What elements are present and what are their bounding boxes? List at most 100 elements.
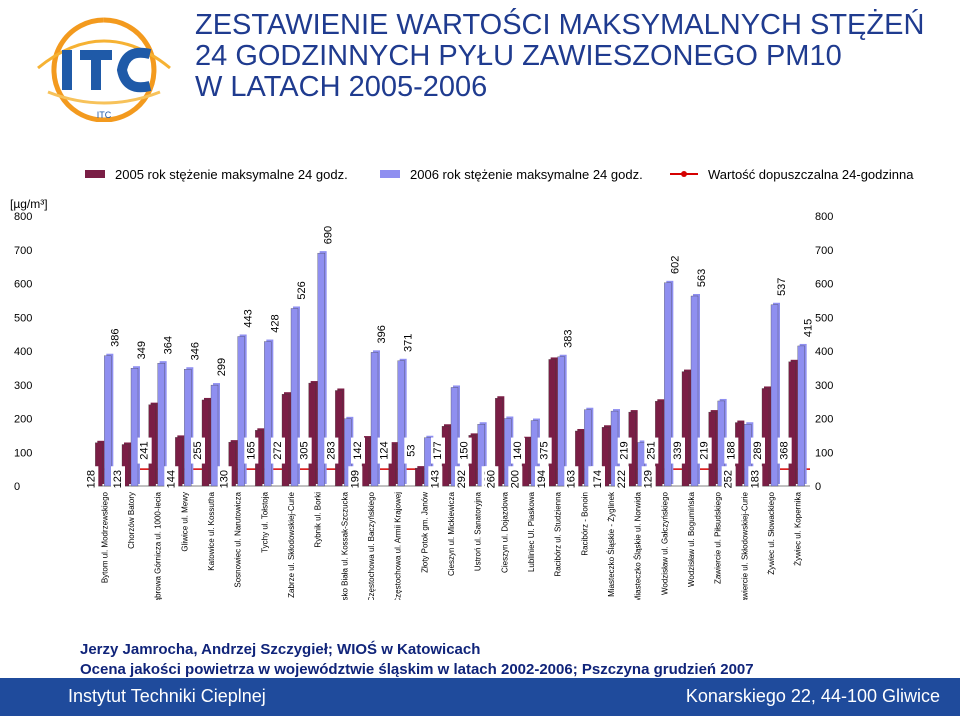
- data-label-2006-bg: [641, 466, 656, 493]
- data-label-2005: 53: [405, 444, 417, 456]
- category-label: Złoty Potok gm. Janów: [420, 492, 429, 573]
- page-title: ZESTAWIENIE WARTOŚCI MAKSYMALNYCH STĘŻEŃ…: [195, 10, 924, 103]
- y-tick-label-right: 500: [815, 312, 833, 324]
- data-label-2006: 143: [429, 470, 441, 488]
- data-label-2005-group: 140: [511, 437, 525, 464]
- data-label-2006-group: 349: [135, 337, 149, 364]
- category-label: Częstochowa ul. Baczyńskiego: [367, 491, 376, 600]
- bar-2005: [681, 371, 690, 487]
- data-label-2005: 219: [699, 441, 711, 459]
- bar-2005: [95, 442, 103, 487]
- data-label-2005-group: 163: [564, 466, 579, 493]
- data-label-2006: 194: [536, 470, 548, 488]
- y-tick-label-right: 100: [815, 447, 833, 459]
- category-label: Sosnowiec ul. Narutowicza: [234, 491, 243, 587]
- data-label-2006-group: 383: [561, 325, 576, 352]
- data-label-2005: 128: [85, 470, 97, 488]
- data-label-2005: 123: [112, 470, 124, 488]
- bar-2005: [388, 443, 396, 487]
- data-label-2006-bg: [375, 321, 389, 348]
- data-label-2006-bg: [721, 466, 736, 493]
- bar-2006: [237, 336, 245, 487]
- data-label-2005-bg: [484, 466, 499, 493]
- bar-2006: [317, 252, 325, 487]
- y-tick-label-left: 600: [14, 279, 32, 291]
- data-label-2005-bg: [217, 466, 232, 493]
- data-label-2006: 563: [696, 269, 708, 287]
- data-label-2006-bg: [321, 222, 336, 249]
- data-label-2006: 183: [749, 470, 761, 488]
- data-label-2006-group: 371: [401, 329, 416, 356]
- bar-2005: [495, 398, 503, 487]
- data-label-2006-bg: [428, 466, 443, 493]
- data-label-2006-group: 143: [428, 466, 443, 493]
- data-label-2006: 371: [403, 334, 415, 352]
- data-label-2006: 602: [669, 256, 681, 274]
- bar-2006: [104, 355, 112, 487]
- legend-line-limit: [670, 171, 698, 177]
- category-label: Zawiercie ul. Skłodowskiej-Curie: [740, 491, 749, 600]
- data-label-2006: 252: [723, 470, 735, 488]
- bar-2005: [601, 427, 610, 487]
- bar-2006: [637, 442, 645, 487]
- data-label-2006-group: 690: [321, 222, 336, 249]
- data-label-2006: 129: [643, 470, 655, 488]
- y-tick-label-right: 400: [815, 346, 833, 358]
- data-label-2005: 165: [245, 441, 257, 459]
- category-label: Cieszyn ul. Dojazdowa: [500, 491, 509, 572]
- data-label-2005-bg: [777, 437, 792, 464]
- data-label-2006-bg: [348, 466, 363, 493]
- data-label-2006-group: 428: [268, 310, 283, 337]
- data-label-2005-bg: [617, 437, 632, 464]
- data-label-2005-group: 128: [84, 466, 99, 493]
- data-label-2006-group: 252: [721, 466, 736, 493]
- bar-2006: [157, 362, 165, 487]
- y-tick-label-right: 700: [815, 245, 833, 257]
- data-label-2006-group: 129: [641, 466, 656, 493]
- data-label-2005-bg: [537, 437, 552, 464]
- legend-item-limit: Wartość dopuszczalna 24-godzinna: [670, 164, 913, 184]
- data-label-2006-bg: [695, 264, 709, 291]
- data-label-2005-group: 272: [271, 437, 285, 464]
- data-label-2005-bg: [164, 466, 179, 493]
- data-label-2006-group: 415: [801, 314, 816, 341]
- data-label-2005-group: 339: [671, 437, 685, 464]
- bar-2005: [548, 359, 556, 487]
- category-label: Rybnik ul. Borki: [314, 492, 323, 548]
- data-label-2005-group: 305: [297, 437, 312, 464]
- data-label-2006: 200: [509, 470, 521, 488]
- category-label: Gliwice ul. Mewy: [180, 492, 189, 552]
- footer-bar: Instytut Techniki Cieplnej Konarskiego 2…: [0, 678, 960, 716]
- data-label-2006: 199: [349, 470, 361, 488]
- data-label-2005: 283: [325, 441, 337, 459]
- data-label-2005: 305: [299, 441, 311, 459]
- category-label: Racibórz - Bonoin: [580, 492, 589, 556]
- data-label-2005: 339: [672, 441, 684, 459]
- data-label-2006-group: 199: [348, 466, 363, 493]
- data-label-2006: 222: [616, 470, 628, 488]
- bar-2006: [797, 345, 805, 487]
- data-label-2005-bg: [137, 437, 152, 464]
- category-label: Zawiercie ul. Piłsudskiego: [714, 491, 723, 584]
- data-label-2005-bg: [591, 466, 605, 493]
- footer-authors: Jerzy Jamrocha, Andrzej Szczygieł; WIOŚ …: [80, 641, 481, 658]
- data-label-2005-bg: [324, 437, 339, 464]
- data-label-2006-bg: [535, 466, 549, 493]
- data-label-2005: 188: [725, 441, 737, 459]
- bar-2006: [130, 368, 139, 487]
- data-label-2006-group: 364: [161, 332, 176, 359]
- data-label-2005-group: 219: [697, 437, 712, 464]
- data-label-2005: 150: [459, 441, 471, 459]
- data-label-2005-bg: [751, 437, 765, 464]
- legend-swatch-2006: [380, 170, 400, 178]
- data-label-2006-bg: [241, 305, 256, 332]
- data-label-2006-group: 386: [108, 324, 123, 351]
- data-label-2005-group: 150: [457, 437, 472, 464]
- data-label-2005: 255: [192, 441, 204, 459]
- title-line-3: W LATACH 2005-2006: [195, 71, 488, 103]
- data-label-2005: 375: [539, 441, 551, 459]
- bar-2005: [228, 441, 236, 487]
- bar-chart: 0 0 100 100 200 200 300 300 400 400 500 500 600 600 70…: [14, 211, 833, 600]
- data-label-2005-group: 123: [111, 466, 125, 493]
- data-label-2005-bg: [511, 437, 525, 464]
